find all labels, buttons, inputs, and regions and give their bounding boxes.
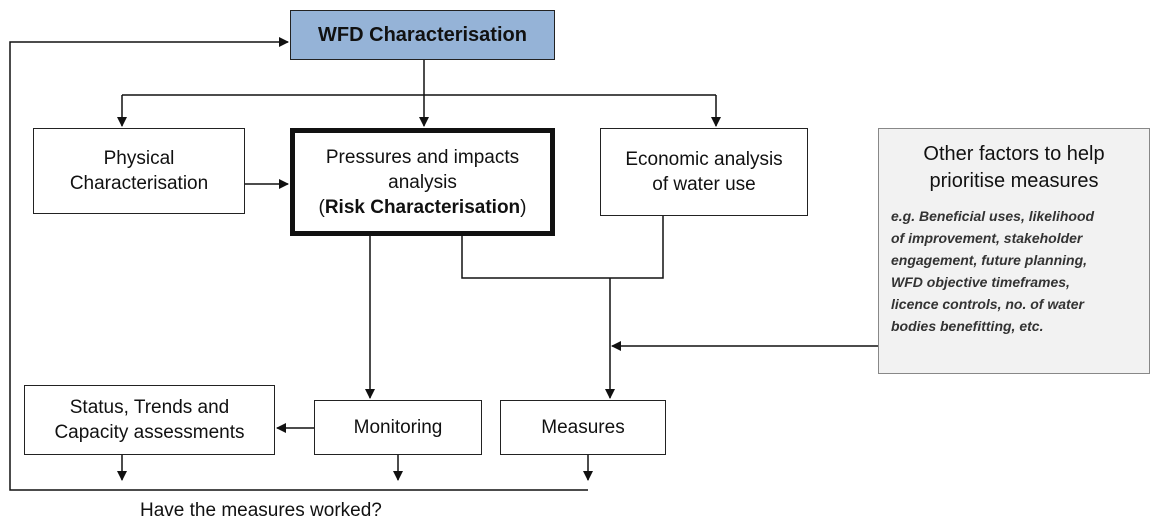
detail-text: e.g. Beneficial uses, likelihood	[891, 208, 1095, 224]
node-label: Economic analysis	[625, 149, 783, 170]
detail-text: WFD objective timeframes,	[891, 274, 1070, 290]
node-box: Pressures and impacts analysis (Risk Chara…	[290, 128, 555, 236]
detail-text: bodies benefitting, etc.	[891, 318, 1044, 334]
node-box: WFD Characterisation	[290, 10, 555, 60]
node-box: Economic analysis of water use	[600, 128, 808, 216]
feedback-loop	[9, 37, 588, 491]
node-label: Capacity assessments	[54, 422, 245, 443]
node-label: analysis	[388, 171, 457, 193]
node-label: Risk Characterisation	[324, 196, 521, 218]
node-label: WFD Characterisation	[318, 23, 527, 46]
node-label: of water use	[652, 174, 756, 195]
node-box: Status, Trends and Capacity assessments	[24, 385, 275, 455]
node-box: Physical Characterisation	[33, 128, 245, 214]
node-label: Physical	[103, 148, 175, 169]
connector	[461, 216, 664, 279]
node-label: (	[318, 196, 325, 218]
node-label: Status, Trends and	[69, 397, 230, 418]
detail-text: of improvement, stakeholder	[891, 230, 1083, 246]
detail-text: engagement, future planning,	[891, 252, 1088, 268]
node-label: Monitoring	[353, 417, 443, 438]
node-box: Other factors to help prioritise measures…	[878, 128, 1150, 374]
node-label: Measures	[541, 417, 625, 438]
node-label-row: (Risk Characterisation)	[318, 195, 526, 220]
node-label: )	[520, 196, 527, 218]
node-box: Monitoring	[314, 400, 482, 455]
question: Have the measures worked?	[140, 500, 382, 521]
node-label: Pressures and impacts	[325, 146, 520, 168]
detail-text: licence controls, no. of water	[891, 296, 1084, 312]
node-box: Measures	[500, 400, 666, 455]
node-label: Characterisation	[69, 173, 209, 194]
node-label: Other factors to help	[923, 143, 1105, 165]
node-label: prioritise measures	[929, 170, 1099, 192]
